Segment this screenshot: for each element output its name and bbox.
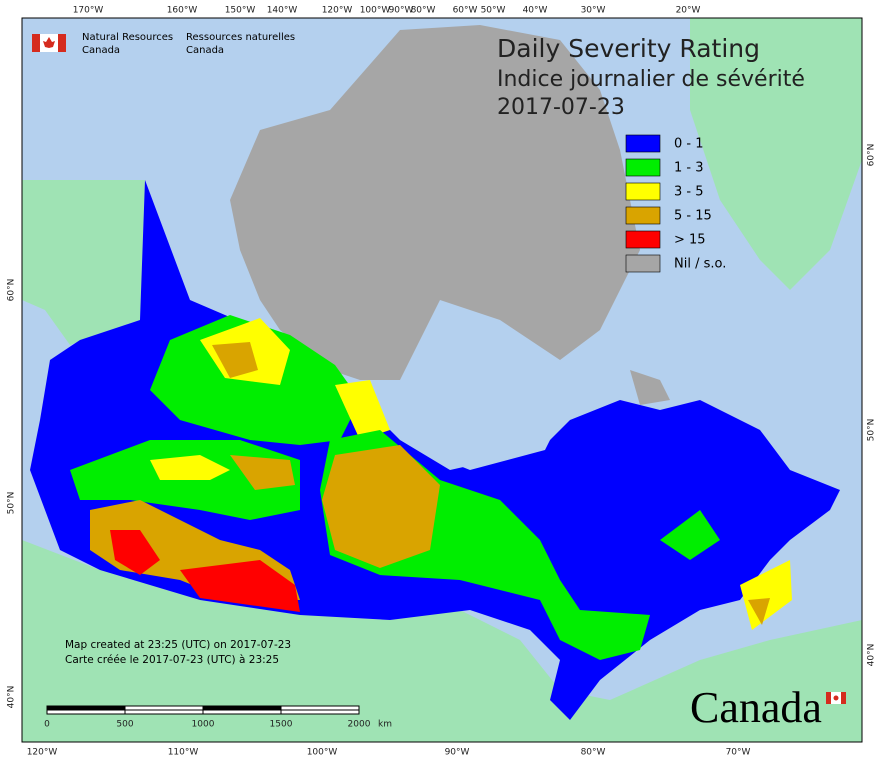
legend-label: 0 - 1 bbox=[674, 137, 704, 152]
longitude-label: 80°W bbox=[581, 748, 606, 758]
longitude-label: 80°W bbox=[411, 6, 436, 16]
arctic-north-labrador bbox=[630, 370, 670, 405]
longitude-label: 110°W bbox=[168, 748, 199, 758]
legend-swatch bbox=[625, 254, 661, 273]
note: Map created at 23:25 (UTC) on 2017-07-23 bbox=[65, 639, 291, 651]
longitude-label: 60°W bbox=[453, 6, 478, 16]
zone-maritimes bbox=[740, 560, 792, 630]
scale-segment bbox=[47, 706, 125, 710]
longitude-label: 120°W bbox=[322, 6, 353, 16]
wordmark-flag bbox=[826, 692, 831, 704]
agency-fr: Ressources naturelles bbox=[186, 32, 295, 43]
frame bbox=[21, 17, 863, 743]
arctic bbox=[230, 25, 640, 380]
flag-leaf bbox=[43, 37, 55, 48]
longitude-label: 90°W bbox=[389, 6, 414, 16]
longitude-label: 20°W bbox=[676, 6, 701, 16]
latitude-label: 50°N bbox=[7, 492, 17, 515]
longitude-label: 40°W bbox=[523, 6, 548, 16]
zone-west-north bbox=[212, 342, 258, 378]
title: Indice journalier de sévérité bbox=[497, 67, 805, 92]
usa bbox=[22, 540, 862, 742]
longitude-label: 90°W bbox=[445, 748, 470, 758]
scale-label: 1500 bbox=[270, 720, 293, 730]
agency-fr: Canada bbox=[186, 45, 224, 56]
latitude-label: 40°N bbox=[867, 644, 877, 667]
wordmark-flag bbox=[841, 692, 846, 704]
legend-label: > 15 bbox=[674, 233, 706, 248]
flag bbox=[58, 34, 66, 52]
hudson-bay bbox=[400, 330, 565, 470]
alaska bbox=[22, 180, 145, 345]
longitude-label: 30°W bbox=[581, 6, 606, 16]
longitude-label: 150°W bbox=[225, 6, 256, 16]
longitude-label: 170°W bbox=[73, 6, 104, 16]
zone-bc-ab bbox=[150, 455, 230, 480]
longitude-label: 160°W bbox=[167, 6, 198, 16]
latitude-label: 60°N bbox=[7, 279, 17, 302]
scale-label: 500 bbox=[116, 720, 133, 730]
zone-maritimes bbox=[748, 598, 770, 625]
latitude-label: 50°N bbox=[867, 419, 877, 442]
scale-label: 2000 bbox=[348, 720, 371, 730]
agency-en: Natural Resources bbox=[82, 32, 173, 43]
wordmark-flag bbox=[833, 695, 839, 701]
legend-label: 1 - 3 bbox=[674, 161, 704, 176]
date: 2017-07-23 bbox=[497, 95, 625, 120]
longitude-label: 100°W bbox=[307, 748, 338, 758]
legend-swatch bbox=[625, 230, 661, 249]
zone-hudson bbox=[335, 380, 390, 440]
note: Carte créée le 2017-07-23 (UTC) à 23:25 bbox=[65, 654, 279, 666]
zone-south-west bbox=[110, 530, 160, 575]
scale-unit: km bbox=[378, 720, 392, 730]
zone-east bbox=[660, 510, 720, 560]
longitude-label: 140°W bbox=[267, 6, 298, 16]
legend-swatch bbox=[625, 134, 661, 153]
legend-swatch bbox=[625, 158, 661, 177]
legend-label: 5 - 15 bbox=[674, 209, 712, 224]
longitude-label: 70°W bbox=[726, 748, 751, 758]
zone-bc-ab bbox=[230, 455, 295, 490]
longitude-label: 120°W bbox=[27, 748, 58, 758]
wordmark: Canada bbox=[690, 683, 822, 732]
agency-en: Canada bbox=[82, 45, 120, 56]
latitude-label: 60°N bbox=[867, 144, 877, 167]
title: Daily Severity Rating bbox=[497, 34, 760, 63]
greenland bbox=[690, 18, 862, 290]
scale-segment bbox=[203, 706, 281, 710]
legend-swatch bbox=[625, 182, 661, 201]
legend-swatch bbox=[625, 206, 661, 225]
flag bbox=[32, 34, 40, 52]
zone-south-west bbox=[180, 560, 300, 612]
scale-label: 0 bbox=[44, 720, 50, 730]
zone-central bbox=[322, 445, 440, 568]
scale-label: 1000 bbox=[192, 720, 215, 730]
longitude-label: 50°W bbox=[481, 6, 506, 16]
legend-label: 3 - 5 bbox=[674, 185, 704, 200]
longitude-label: 100°W bbox=[360, 6, 391, 16]
latitude-label: 40°N bbox=[7, 686, 17, 709]
legend-label: Nil / s.o. bbox=[674, 257, 726, 272]
